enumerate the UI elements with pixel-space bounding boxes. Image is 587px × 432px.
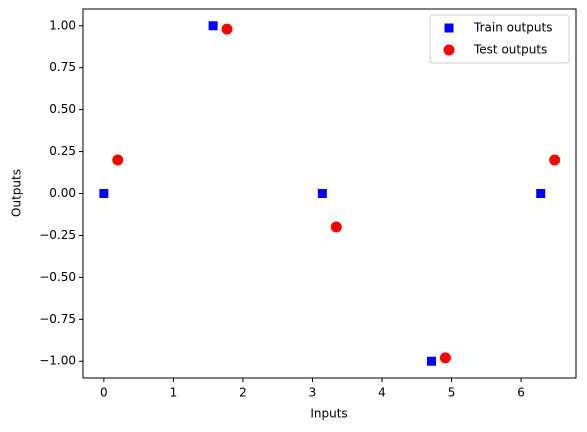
legend-label: Test outputs <box>473 43 547 57</box>
point <box>221 23 233 35</box>
point <box>99 189 109 198</box>
point <box>317 189 327 198</box>
x-axis-label: Inputs <box>310 407 347 421</box>
y-axis-label: Outputs <box>10 169 24 217</box>
point <box>439 352 451 364</box>
x-tick-label: 1 <box>170 386 178 400</box>
x-tick-label: 6 <box>517 386 525 400</box>
legend-marker <box>444 23 454 33</box>
x-tick-label: 4 <box>378 386 386 400</box>
x-tick-label: 0 <box>100 386 108 400</box>
legend-marker <box>443 44 455 56</box>
point <box>427 356 437 366</box>
x-tick-label: 2 <box>239 386 247 400</box>
point <box>112 154 124 166</box>
y-tick-label: 0.25 <box>49 144 76 158</box>
legend-box <box>429 14 570 64</box>
point <box>536 189 546 198</box>
y-tick-label: −0.25 <box>39 228 76 242</box>
x-tick-label: 5 <box>448 386 456 400</box>
point <box>208 21 218 31</box>
y-tick-label: 0.75 <box>49 60 76 74</box>
axes-frame <box>82 8 577 379</box>
y-tick-label: −1.00 <box>39 354 76 368</box>
x-tick-label: 3 <box>309 386 317 400</box>
y-tick-label: 1.00 <box>49 18 76 32</box>
y-tick-label: 0.00 <box>49 186 76 200</box>
y-tick-label: −0.50 <box>39 270 76 284</box>
point <box>549 154 561 166</box>
point <box>330 221 342 233</box>
y-tick-label: 0.50 <box>49 102 76 116</box>
y-tick-label: −0.75 <box>39 312 76 326</box>
legend-label: Train outputs <box>473 21 552 35</box>
